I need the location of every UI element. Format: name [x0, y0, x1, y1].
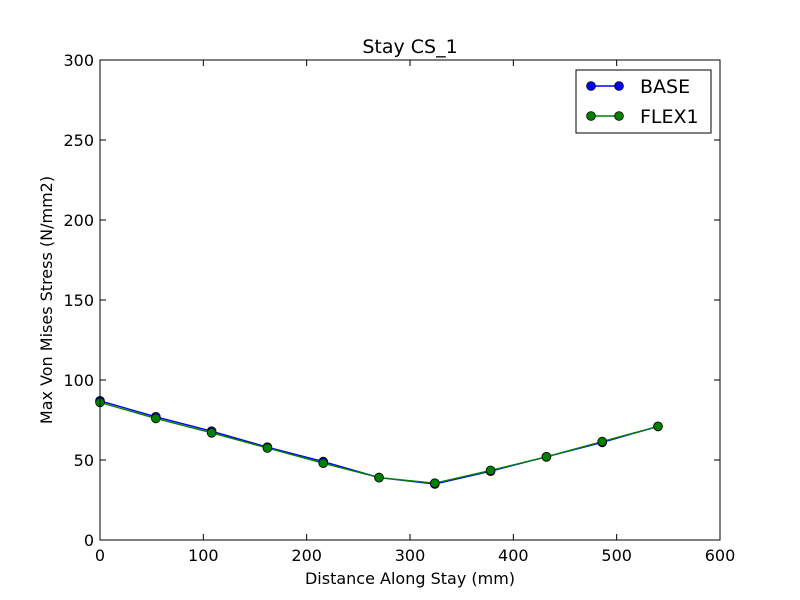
y-tick-label: 200: [63, 211, 94, 230]
axis-ticks: 0 100 200 300 400 500 600 0 50 100 150 200 250 300: [63, 51, 735, 565]
legend-frame: [575, 69, 712, 134]
legend: BASE FLEX1: [575, 69, 712, 134]
series-layer: [95, 395, 663, 489]
data-point-flex1: [429, 478, 440, 489]
x-tick-label: 0: [95, 546, 105, 565]
x-tick-label: 100: [188, 546, 219, 565]
x-tick-label: 300: [395, 546, 426, 565]
chart-title: Stay CS_1: [362, 36, 457, 58]
data-point-flex1: [206, 427, 217, 438]
legend-marker-flex1-end: [614, 111, 624, 121]
legend-marker-base: [586, 81, 596, 91]
data-point-flex1: [541, 451, 552, 462]
legend-label-flex1: FLEX1: [640, 106, 699, 128]
series-flex1: [95, 397, 663, 489]
y-tick-label: 250: [63, 131, 94, 150]
y-axis-label: Max Von Mises Stress (N/mm2): [37, 176, 56, 424]
data-point-flex1: [485, 465, 496, 476]
plot-area: [100, 60, 720, 540]
y-tick-label: 50: [74, 451, 94, 470]
legend-label-base: BASE: [640, 76, 690, 98]
y-tick-label: 300: [63, 51, 94, 70]
x-tick-label: 500: [601, 546, 632, 565]
data-point-flex1: [151, 413, 161, 424]
x-axis-label: Distance Along Stay (mm): [305, 569, 515, 588]
plot-frame: [99, 59, 721, 541]
x-tick-label: 200: [291, 546, 322, 565]
y-tick-label: 150: [63, 291, 94, 310]
data-point-flex1: [374, 472, 384, 483]
y-tick-label: 100: [63, 371, 94, 390]
x-tick-label: 400: [498, 546, 529, 565]
x-tick-label: 600: [705, 546, 736, 565]
y-tick-label: 0: [84, 531, 94, 550]
data-point-flex1: [318, 458, 329, 469]
data-point-flex1: [597, 436, 607, 447]
legend-marker-flex1: [586, 111, 596, 121]
data-point-flex1: [262, 443, 273, 453]
legend-marker-base-end: [614, 81, 624, 91]
data-point-flex1: [653, 421, 663, 432]
